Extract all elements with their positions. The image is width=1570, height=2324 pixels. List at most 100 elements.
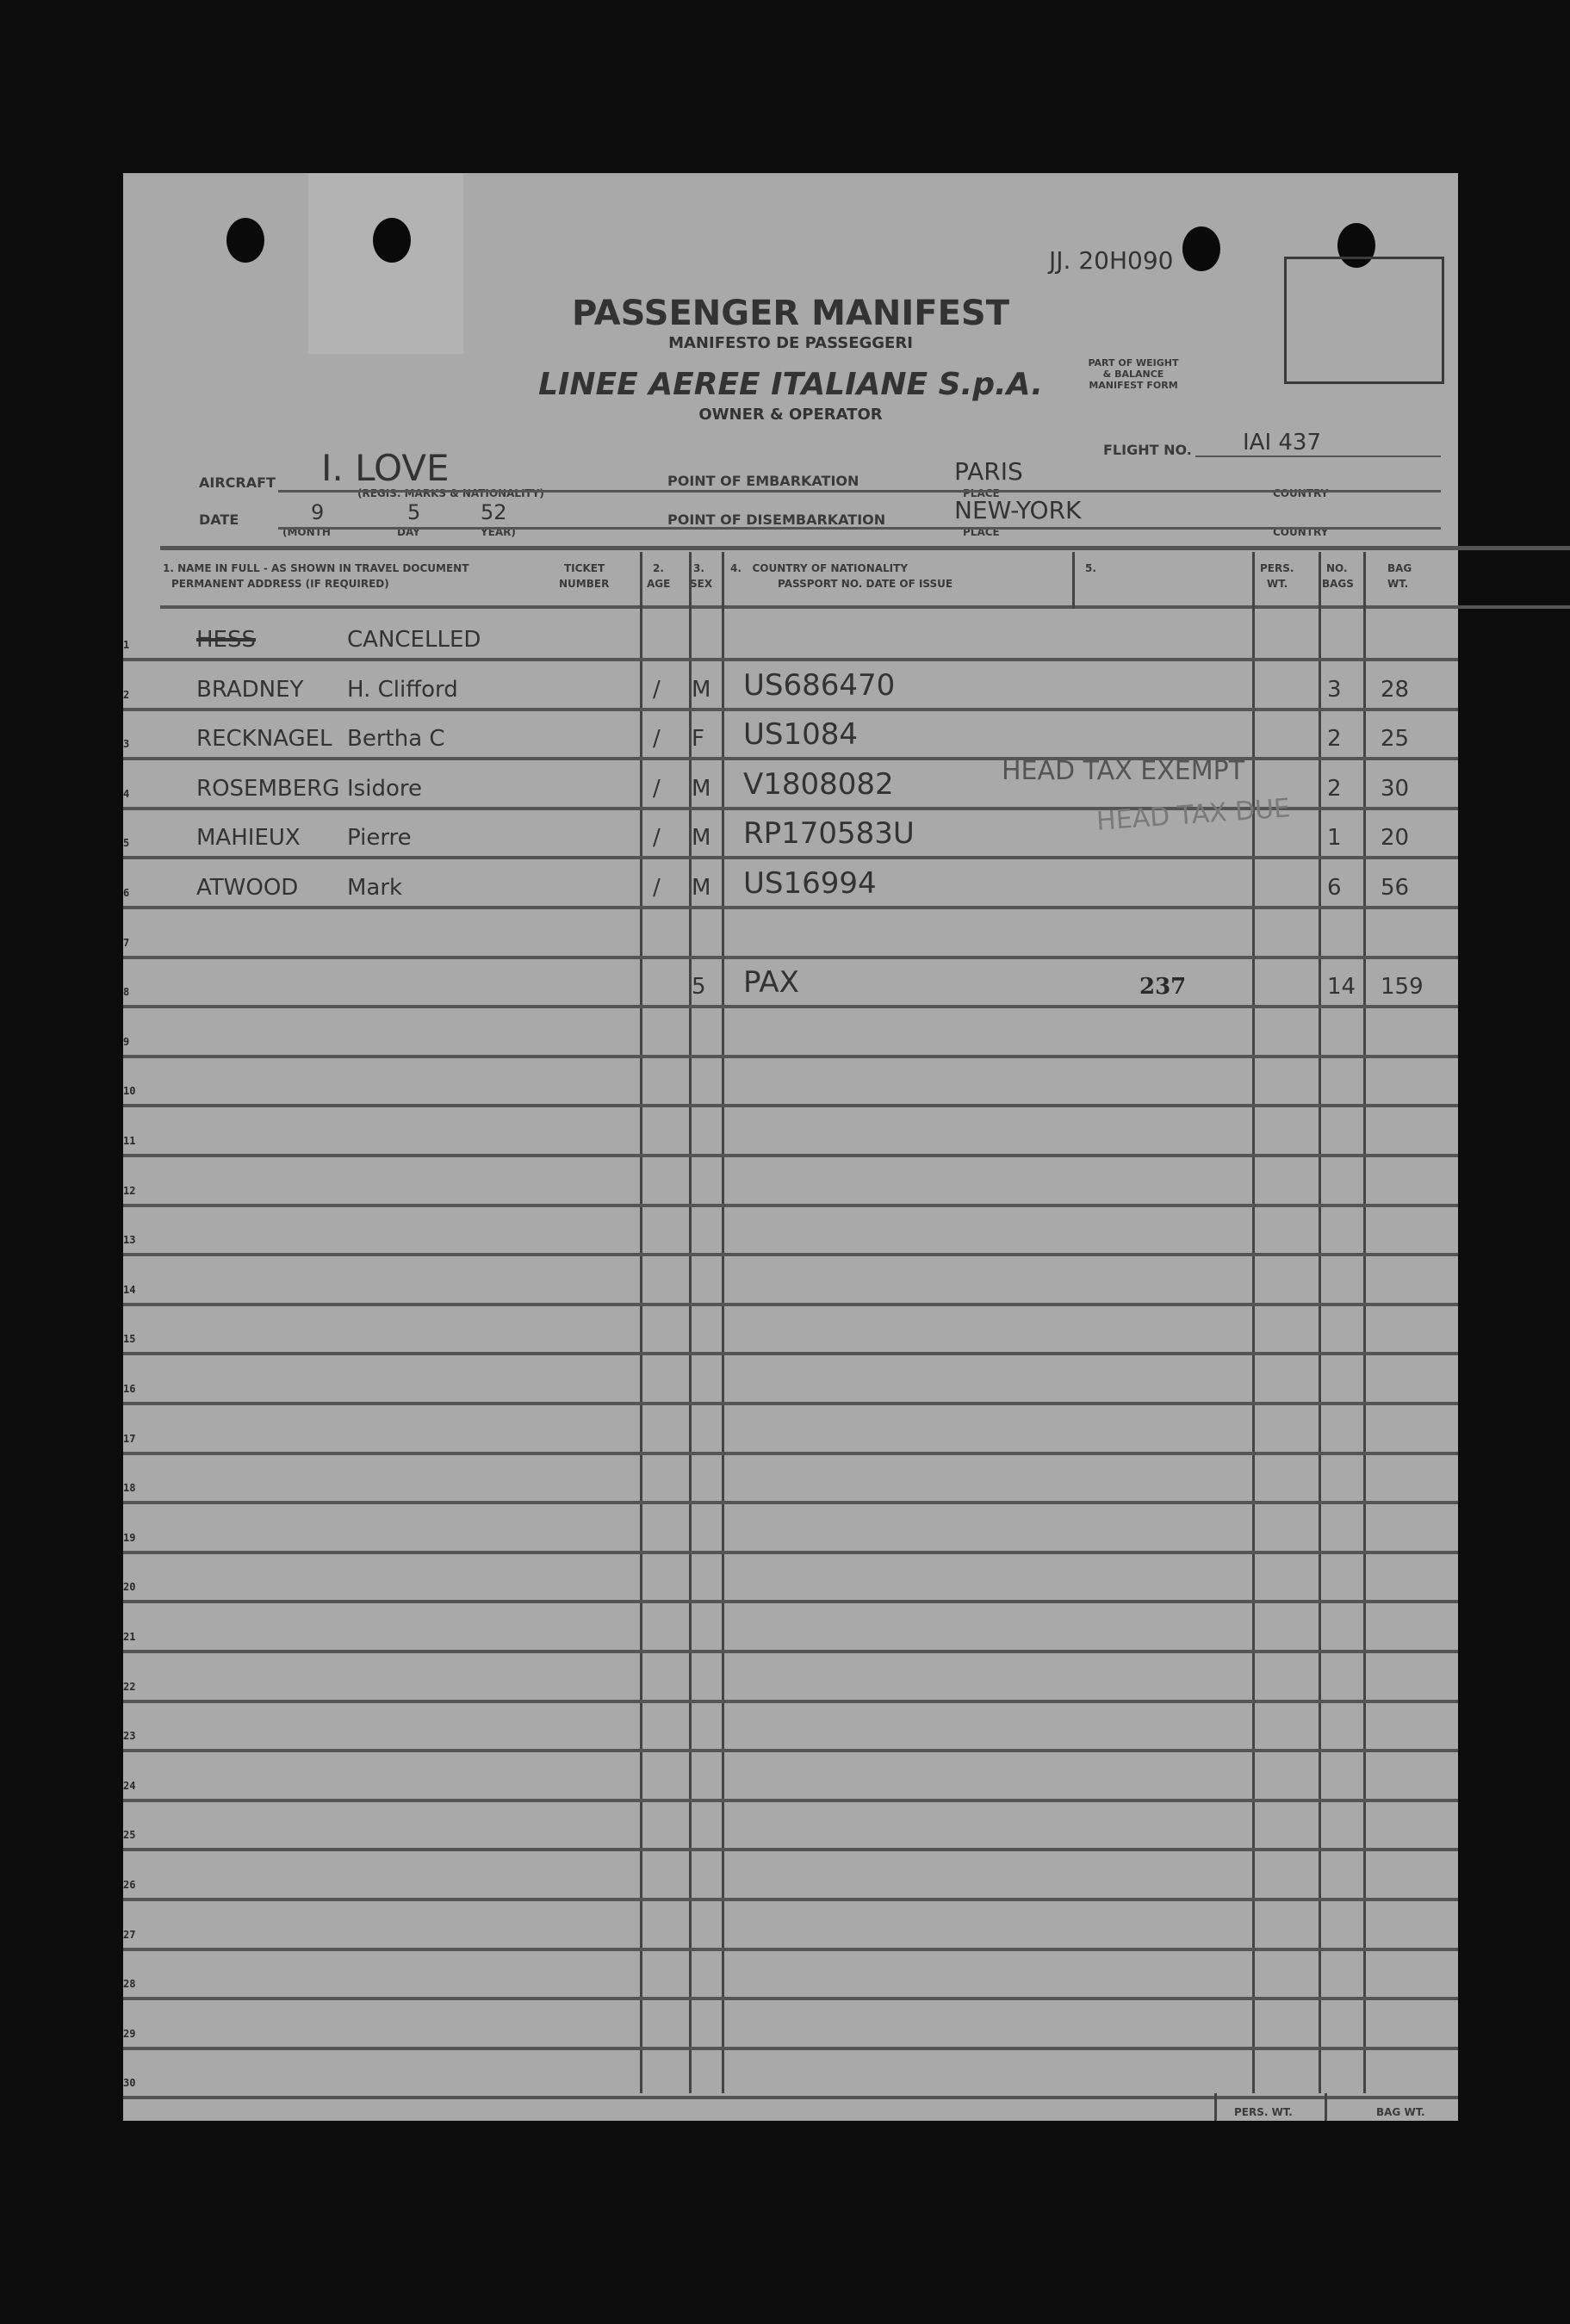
punch-hole xyxy=(1182,226,1220,271)
table-row: 9 xyxy=(123,1006,1458,1058)
bags-count: 3 xyxy=(1327,676,1342,703)
row-number: 11 xyxy=(123,1135,136,1147)
col-bags-header2: BAGS xyxy=(1322,578,1354,590)
row-number: 19 xyxy=(123,1531,136,1544)
row-number: 28 xyxy=(123,1978,136,1991)
col-bags-header: NO. xyxy=(1326,562,1348,574)
table-row: 28 xyxy=(123,1948,1458,2001)
page-title: PASSENGER MANIFEST xyxy=(572,294,1009,333)
passenger-given-name: Isidore xyxy=(347,775,422,802)
passenger-given-name: Pierre xyxy=(347,825,412,852)
disembark-label: POINT OF DISEMBARKATION xyxy=(667,511,886,528)
passenger-surname: BRADNEY xyxy=(196,676,304,703)
col-5-header: 5. xyxy=(1085,562,1096,574)
date-year: 52 xyxy=(481,500,507,524)
row-number: 15 xyxy=(123,1333,136,1346)
date-day: 5 xyxy=(407,500,421,524)
passport-number: US1084 xyxy=(743,717,858,753)
aircraft-value: I. LOVE xyxy=(321,447,450,489)
bag-weight: 20 xyxy=(1381,825,1410,852)
row-number: 27 xyxy=(123,1928,136,1941)
tape xyxy=(308,173,463,354)
date-label: DATE xyxy=(199,511,239,528)
embark-value: PARIS xyxy=(954,457,1023,486)
bags-count: 6 xyxy=(1327,875,1342,901)
col-passport-header: PASSPORT NO. DATE OF ISSUE xyxy=(778,578,953,590)
date-month: 9 xyxy=(311,500,325,524)
sex-value: 5 xyxy=(692,974,706,1001)
row-number: 1 xyxy=(123,639,130,651)
age-value: / xyxy=(653,726,661,753)
col-sex-header2: SEX xyxy=(690,578,713,590)
row-number: 26 xyxy=(123,1879,136,1891)
pers-wt-total: 237 xyxy=(1139,974,1187,1001)
col-bagwt-header2: WT. xyxy=(1387,578,1409,590)
age-value: / xyxy=(653,775,661,802)
age-value: / xyxy=(653,825,661,852)
sex-value: F xyxy=(692,726,704,753)
aircraft-label: AIRCRAFT xyxy=(199,474,276,491)
bags-count: 2 xyxy=(1327,726,1342,753)
col-address-header: PERMANENT ADDRESS (IF REQUIRED) xyxy=(171,578,389,590)
row-number: 21 xyxy=(123,1631,136,1643)
row-number: 22 xyxy=(123,1680,136,1693)
row-number: 4 xyxy=(123,787,130,800)
row-number: 9 xyxy=(123,1035,130,1048)
flight-value: IAI 437 xyxy=(1243,430,1322,456)
bag-wt-total-label: BAG WT. xyxy=(1376,2106,1425,2118)
passport-number: PAX xyxy=(743,965,799,1001)
col-pers-header2: WT. xyxy=(1267,578,1288,590)
table-row: 25 xyxy=(123,1799,1458,1852)
bag-weight: 56 xyxy=(1381,875,1410,901)
table-row: 3 RECKNAGEL Bertha C / F US1084 2 25 xyxy=(123,708,1458,761)
row-number: 18 xyxy=(123,1482,136,1495)
bags-count: 14 xyxy=(1327,974,1356,1001)
sex-value: M xyxy=(692,875,711,901)
row-number: 7 xyxy=(123,936,130,949)
table-row: 23 xyxy=(123,1700,1458,1753)
disembark-value: NEW-YORK xyxy=(954,496,1082,524)
passenger-given-name: CANCELLED xyxy=(347,627,481,653)
table-row: 17 xyxy=(123,1403,1458,1455)
bag-weight: 30 xyxy=(1381,775,1410,802)
table-row: 21 xyxy=(123,1601,1458,1653)
row-number: 25 xyxy=(123,1829,136,1842)
manifest-page: JJ. 20H090 PASSENGER MANIFEST MANIFESTO … xyxy=(123,173,1570,2121)
col-sex-header: 3. xyxy=(693,562,704,574)
row-number: 6 xyxy=(123,887,130,899)
row-number: 10 xyxy=(123,1085,136,1098)
table-row: 4 ROSEMBERG Isidore / M V1808082 2 30 xyxy=(123,758,1458,810)
airline-name: LINEE AEREE ITALIANE S.p.A. xyxy=(538,367,1043,402)
table-row: 13 xyxy=(123,1204,1458,1257)
bag-weight: 28 xyxy=(1381,676,1410,703)
row-number: 2 xyxy=(123,688,130,701)
col-country-header: 4. COUNTRY OF NATIONALITY xyxy=(730,562,909,574)
pers-wt-total-label: PERS. WT. xyxy=(1234,2106,1293,2118)
row-number: 16 xyxy=(123,1383,136,1395)
col-pers-header: PERS. xyxy=(1260,562,1294,574)
age-value: / xyxy=(653,676,661,703)
passport-number: RP170583U xyxy=(743,816,915,852)
table-row: 24 xyxy=(123,1750,1458,1802)
page-subtitle: MANIFESTO DE PASSEGGERI xyxy=(668,334,913,352)
col-bagwt-header: BAG xyxy=(1387,562,1412,574)
owner-label: OWNER & OPERATOR xyxy=(698,406,883,424)
passenger-given-name: Mark xyxy=(347,875,403,901)
passport-number: V1808082 xyxy=(743,766,894,802)
passenger-surname: ROSEMBERG xyxy=(196,775,340,802)
row-number: 13 xyxy=(123,1234,136,1247)
table-row: 10 xyxy=(123,1055,1458,1108)
table-row: 14 xyxy=(123,1254,1458,1306)
table-row: 22 xyxy=(123,1651,1458,1703)
passenger-surname: RECKNAGEL xyxy=(196,726,332,753)
col-name-header: 1. NAME IN FULL - AS SHOWN IN TRAVEL DOC… xyxy=(163,562,469,574)
serial-number: JJ. 20H090 xyxy=(1049,246,1174,275)
table-row: 1 HESS CANCELLED xyxy=(123,609,1458,661)
table-row: 20 xyxy=(123,1551,1458,1604)
table-row: 11 xyxy=(123,1105,1458,1157)
passenger-surname: MAHIEUX xyxy=(196,825,301,852)
sex-value: M xyxy=(692,775,711,802)
row-number: 23 xyxy=(123,1730,136,1743)
punch-hole xyxy=(1337,223,1375,268)
bags-count: 1 xyxy=(1327,825,1342,852)
